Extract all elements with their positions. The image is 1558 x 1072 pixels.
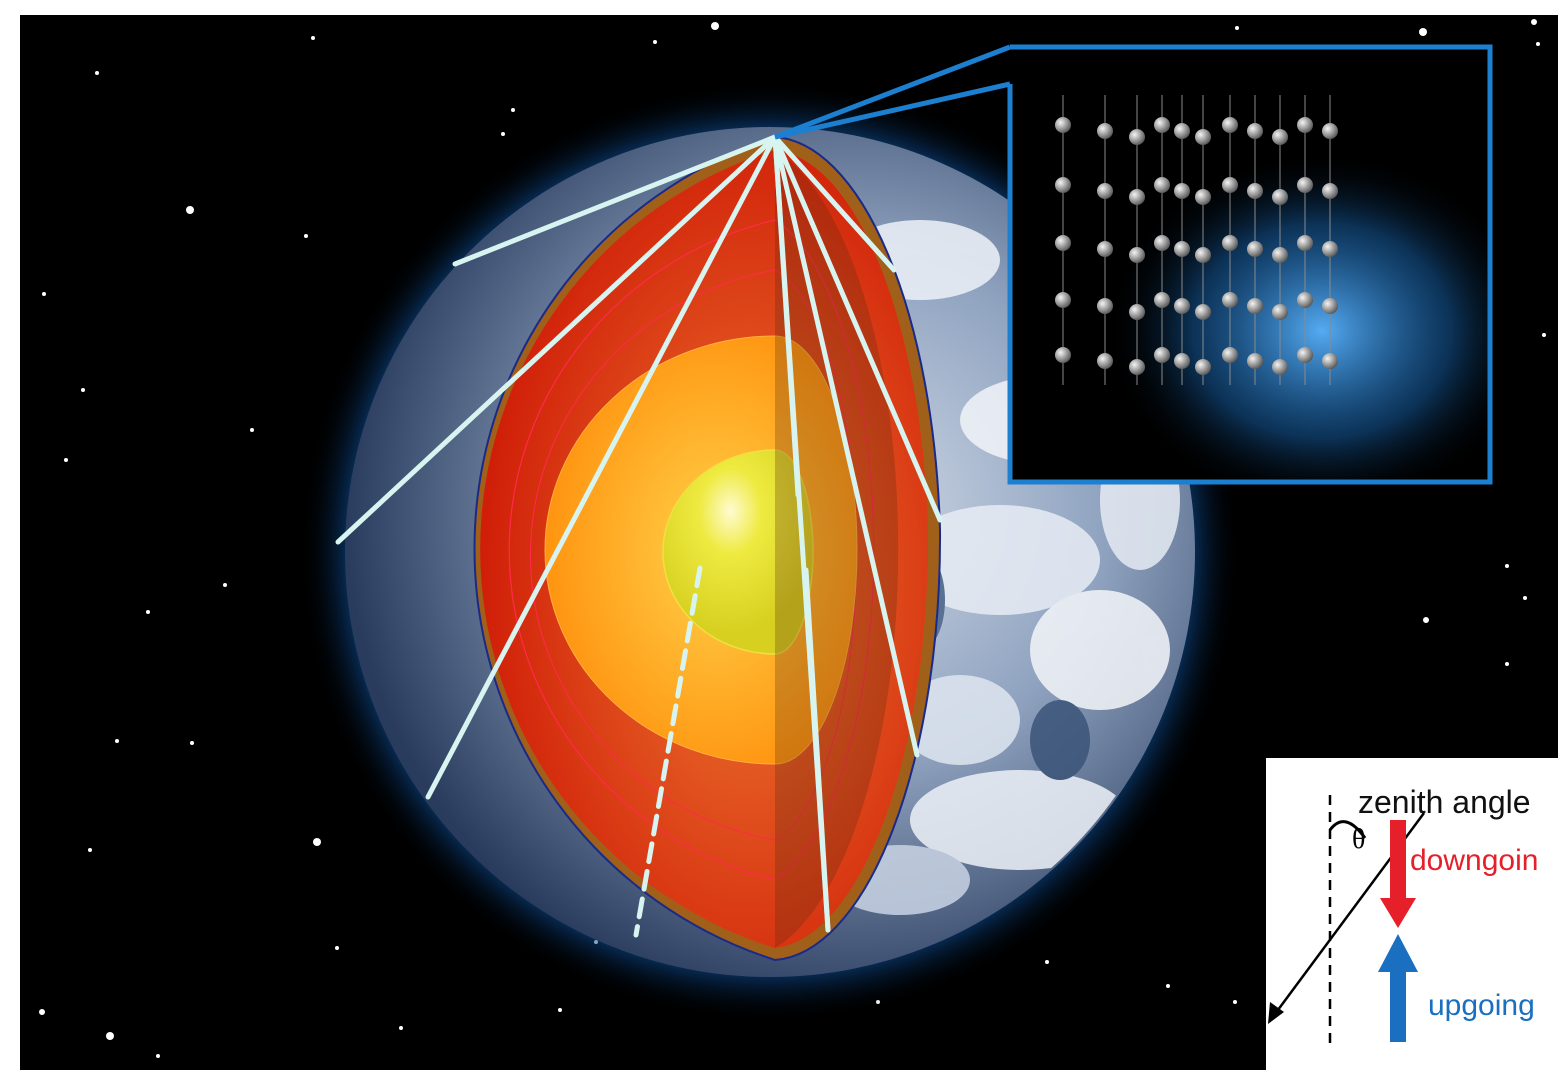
optical-module: [1247, 298, 1263, 314]
optical-module: [1055, 347, 1071, 363]
optical-module: [1222, 177, 1238, 193]
optical-module: [1272, 129, 1288, 145]
optical-module: [1154, 177, 1170, 193]
upgoing-label: upgoing: [1428, 989, 1535, 1022]
optical-module: [1174, 298, 1190, 314]
optical-module: [1322, 183, 1338, 199]
detector-array-icon: [1007, 44, 1493, 485]
detector-modules: [1055, 95, 1338, 385]
optical-module: [1129, 359, 1145, 375]
optical-module: [1297, 177, 1313, 193]
optical-module: [1322, 298, 1338, 314]
optical-module: [1222, 117, 1238, 133]
optical-module: [1195, 189, 1211, 205]
optical-module: [1195, 247, 1211, 263]
optical-module: [1272, 189, 1288, 205]
optical-module: [1322, 353, 1338, 369]
optical-module: [1129, 247, 1145, 263]
optical-module: [1097, 123, 1113, 139]
optical-module: [1247, 241, 1263, 257]
optical-module: [1055, 177, 1071, 193]
optical-module: [1174, 123, 1190, 139]
optical-module: [1272, 304, 1288, 320]
optical-module: [1322, 241, 1338, 257]
optical-module: [1097, 241, 1113, 257]
downgoing-label: downgoin: [1410, 844, 1538, 877]
optical-module: [1247, 353, 1263, 369]
optical-module: [1297, 235, 1313, 251]
optical-module: [1129, 189, 1145, 205]
optical-module: [1222, 292, 1238, 308]
neutrino-paths: [335, 134, 943, 938]
optical-module: [1055, 117, 1071, 133]
inset-connectors: [774, 44, 1011, 140]
optical-module: [1129, 304, 1145, 320]
optical-module: [1322, 123, 1338, 139]
optical-module: [1222, 347, 1238, 363]
zenith-angle-label: zenith angle: [1358, 784, 1531, 820]
optical-module: [1097, 353, 1113, 369]
optical-module: [1222, 235, 1238, 251]
theta-label: θ: [1352, 824, 1365, 855]
optical-module: [1097, 298, 1113, 314]
optical-module: [1195, 359, 1211, 375]
optical-module: [1247, 183, 1263, 199]
optical-module: [1154, 117, 1170, 133]
optical-module: [1247, 123, 1263, 139]
optical-module: [1272, 247, 1288, 263]
optical-module: [1154, 347, 1170, 363]
optical-module: [1272, 359, 1288, 375]
optical-module: [1195, 129, 1211, 145]
optical-module: [1055, 235, 1071, 251]
optical-module: [1297, 347, 1313, 363]
optical-module: [1297, 117, 1313, 133]
zenith-legend: θ zenith angle downgoin upgoing: [1266, 758, 1558, 1072]
optical-module: [1195, 304, 1211, 320]
optical-module: [1297, 292, 1313, 308]
upgoing-arrow-icon: [1378, 934, 1418, 1042]
inner-core: [662, 449, 814, 655]
optical-module: [1174, 183, 1190, 199]
optical-module: [1174, 241, 1190, 257]
optical-module: [1174, 353, 1190, 369]
angle-arc: [1328, 820, 1367, 839]
optical-module: [1097, 183, 1113, 199]
optical-module: [1154, 292, 1170, 308]
downgoing-arrow-icon: [1380, 820, 1416, 928]
optical-module: [1055, 292, 1071, 308]
optical-module: [1154, 235, 1170, 251]
optical-module: [1129, 129, 1145, 145]
